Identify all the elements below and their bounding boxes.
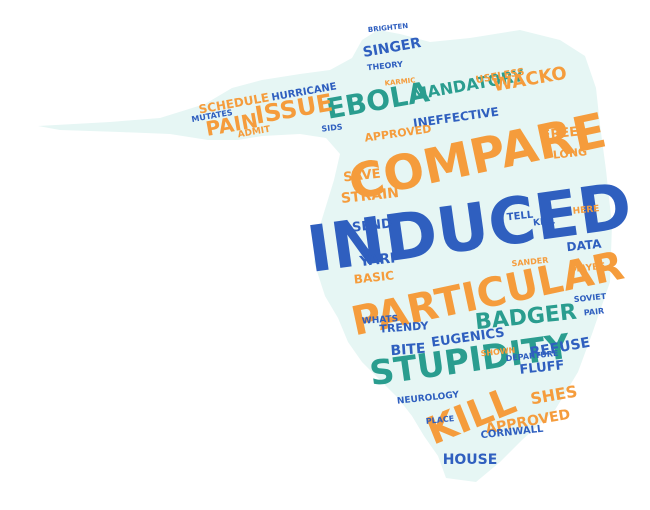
cloud-word: HOUSE <box>443 452 498 468</box>
cloud-word: SAVE <box>343 167 382 186</box>
cloud-word: MAYBE <box>570 262 605 276</box>
cloud-word: PLACE <box>425 414 454 426</box>
cloud-word: DATA <box>566 237 603 255</box>
cloud-word: LONG <box>552 145 587 162</box>
cloud-word: PAIR <box>583 306 604 317</box>
cloud-word: KILL <box>533 216 556 228</box>
cloud-word: TRENDY <box>379 319 430 335</box>
cloud-word: THEORY <box>367 60 404 73</box>
cloud-word: STRAIN <box>340 185 400 207</box>
cloud-word: TELL <box>506 210 534 224</box>
cloud-word: KARMIC <box>384 76 416 87</box>
cloud-word: FREE <box>541 125 579 144</box>
cloud-word: HERE <box>572 204 600 217</box>
cloud-word: WHATS <box>362 314 399 327</box>
cloud-word: SOVIET <box>573 292 607 304</box>
cloud-shape <box>38 30 612 482</box>
cloud-word: SANDER <box>511 256 549 269</box>
cloud-word: BITE <box>390 341 426 359</box>
cloud-word: FLUFF <box>519 358 565 378</box>
cloud-word: SIDS <box>321 122 343 133</box>
cloud-word: BASIC <box>353 268 395 286</box>
cloud-word: SEND <box>351 216 392 235</box>
cloud-word: SHOWN <box>480 346 516 359</box>
cloud-word: YARP <box>358 250 401 270</box>
